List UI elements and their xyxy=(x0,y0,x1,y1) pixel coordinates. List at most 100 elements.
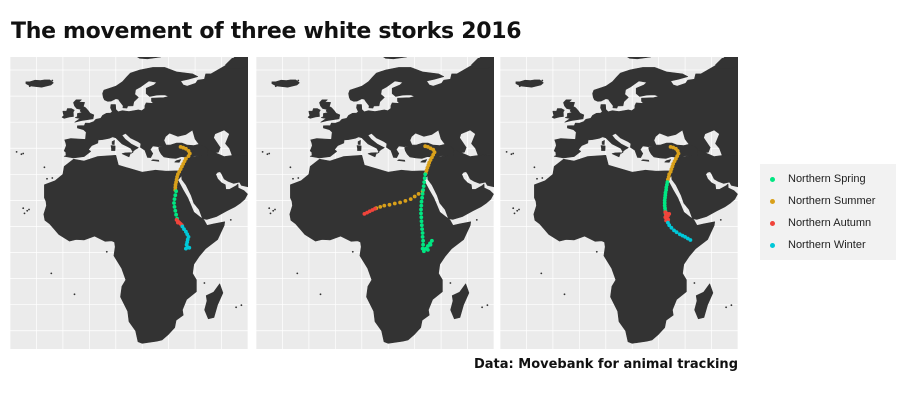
landmass-novaya-zemlya xyxy=(225,57,248,69)
island-speck xyxy=(518,85,521,88)
landmass-sicily xyxy=(121,152,131,158)
island-speck xyxy=(294,80,297,82)
island-speck xyxy=(541,79,544,82)
island-speck xyxy=(693,282,696,284)
landmass-britain xyxy=(73,99,95,123)
landmass-europe xyxy=(309,57,494,159)
landmass-novaya-zemlya xyxy=(471,57,494,69)
island-speck xyxy=(105,250,108,253)
island-speck xyxy=(486,304,489,307)
island-speck xyxy=(26,209,29,212)
track-point xyxy=(382,203,387,208)
island-speck xyxy=(32,81,35,84)
landmass-svalbard xyxy=(383,57,407,60)
landmass-europe xyxy=(553,57,738,159)
island-speck xyxy=(513,212,516,215)
island-speck xyxy=(516,209,519,212)
track-point xyxy=(421,188,425,192)
landmass-africa xyxy=(533,155,715,344)
track-point xyxy=(172,201,176,205)
legend-item: Northern Summer xyxy=(760,190,896,212)
legend-item: Northern Autumn xyxy=(760,212,896,234)
track-point xyxy=(173,185,178,190)
landmass-ireland xyxy=(307,108,321,119)
island-speck xyxy=(475,219,478,221)
island-speck xyxy=(269,212,272,215)
island-speck xyxy=(512,152,515,155)
track-point xyxy=(408,197,413,202)
track-point xyxy=(392,201,397,206)
track-point xyxy=(186,154,191,158)
track-point xyxy=(426,248,430,252)
track-point xyxy=(184,246,188,251)
legend-dot-autumn xyxy=(769,220,775,226)
track-point xyxy=(403,199,408,203)
legend-label: Northern Autumn xyxy=(788,217,872,229)
track-point xyxy=(172,197,177,202)
island-speck xyxy=(319,293,322,296)
legend-dot-winter xyxy=(769,242,775,248)
track-point xyxy=(422,180,427,184)
track-point xyxy=(174,212,179,217)
landmass-anatolia xyxy=(648,142,699,159)
track-point xyxy=(173,193,178,198)
island-speck xyxy=(261,151,264,153)
track-point xyxy=(378,205,383,209)
landmass-sardinia xyxy=(110,145,116,151)
island-speck xyxy=(240,304,243,307)
track-point xyxy=(428,242,433,247)
track-point xyxy=(669,225,674,230)
island-speck xyxy=(272,209,275,212)
landmass-corsica xyxy=(601,140,605,145)
legend-item: Northern Spring xyxy=(760,168,896,190)
island-speck xyxy=(522,81,525,84)
track-point xyxy=(416,192,421,196)
island-speck xyxy=(235,306,238,309)
track-point xyxy=(398,200,402,205)
legend-dot-summer xyxy=(769,198,775,204)
track-point xyxy=(172,205,177,209)
map-svg xyxy=(500,57,738,349)
island-speck xyxy=(289,166,292,169)
legend-key xyxy=(764,237,780,253)
island-speck xyxy=(43,166,46,169)
legend-key xyxy=(764,215,780,231)
island-speck xyxy=(449,282,452,284)
landmass-iceland xyxy=(25,79,54,88)
island-speck xyxy=(50,272,53,275)
landmass-crete xyxy=(151,159,160,162)
island-speck xyxy=(266,153,269,156)
landmass-svalbard xyxy=(137,57,161,60)
island-speck xyxy=(46,177,48,180)
island-speck xyxy=(351,250,354,253)
landmass-cyprus xyxy=(174,159,182,163)
island-speck xyxy=(296,272,299,275)
legend-label: Northern Winter xyxy=(788,239,866,251)
legend-key xyxy=(764,171,780,187)
landmass-crete xyxy=(397,159,406,162)
legend-label: Northern Spring xyxy=(788,173,866,185)
landmass-sardinia xyxy=(356,145,362,151)
island-speck xyxy=(15,151,18,153)
track-point xyxy=(667,223,672,228)
island-speck xyxy=(22,207,25,210)
track-point xyxy=(667,212,672,216)
island-speck xyxy=(518,208,520,211)
landmass-africa xyxy=(289,155,471,344)
landmass-cyprus xyxy=(664,159,672,163)
landmass-ireland xyxy=(61,108,75,119)
track-point xyxy=(422,176,427,181)
island-speck xyxy=(278,81,281,84)
landmass-svalbard xyxy=(627,57,651,60)
track-point xyxy=(688,238,693,242)
island-speck xyxy=(725,306,727,309)
track-point xyxy=(420,235,425,239)
island-speck xyxy=(229,219,232,221)
island-speck xyxy=(541,177,544,179)
data-source-caption: Data: Movebank for animal tracking xyxy=(473,357,738,372)
island-speck xyxy=(595,250,598,253)
island-speck xyxy=(297,79,300,82)
island-speck xyxy=(297,177,300,179)
island-speck xyxy=(22,152,25,155)
track-point xyxy=(420,192,425,196)
